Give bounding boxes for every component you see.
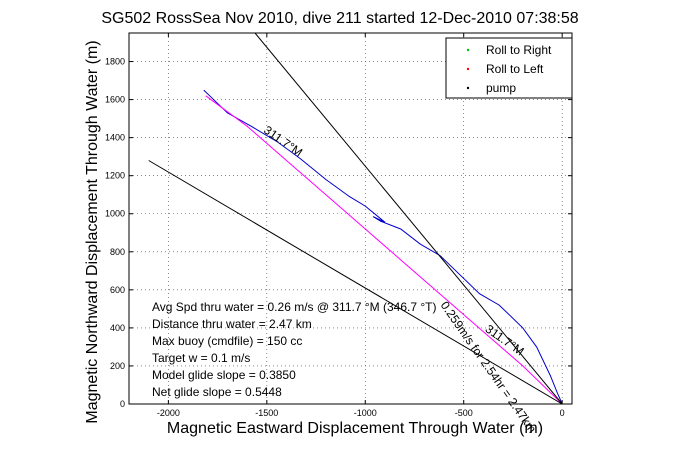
y-axis-label: Magnetic Northward Displacement Through … (84, 40, 101, 423)
legend-entry: pump (486, 81, 516, 95)
chart-title: SG502 RossSea Nov 2010, dive 211 started… (101, 10, 578, 27)
stats-line: Distance thru water = 2.47 km (152, 317, 312, 331)
axis-ticks: -2000 -1500 -1000 -500 0 0 200 400 600 800 1000 120… (105, 33, 572, 418)
y-tick-label: 0 (120, 399, 125, 409)
y-tick-label: 1800 (105, 57, 125, 67)
y-tick-label: 1200 (105, 171, 125, 181)
legend-entry: Roll to Right (486, 43, 552, 57)
y-tick-label: 600 (110, 285, 125, 295)
y-tick-label: 1400 (105, 133, 125, 143)
legend: Roll to Right Roll to Left pump (445, 37, 573, 99)
stats-line: Model glide slope = 0.3850 (152, 368, 296, 382)
series-line-0 (203, 89, 563, 404)
legend-marker (466, 67, 470, 71)
y-tick-label: 200 (110, 361, 125, 371)
stats-line: Net glide slope = 0.5448 (152, 385, 282, 399)
axes-frame (128, 32, 573, 405)
legend-entry: Roll to Left (486, 62, 544, 76)
x-tick-label: -1000 (354, 408, 377, 418)
legend-marker (466, 86, 470, 90)
series-line-3 (254, 33, 563, 404)
stats-block: Avg Spd thru water = 0.26 m/s @ 311.7 °M… (152, 300, 436, 399)
stats-line: Max buoy (cmdfile) = 150 cc (152, 334, 302, 348)
x-axis-label: Magnetic Eastward Displacement Through W… (167, 420, 543, 437)
legend-marker (466, 48, 470, 52)
x-tick-label: -500 (455, 408, 473, 418)
x-tick-label: -2000 (157, 408, 180, 418)
stats-line: Avg Spd thru water = 0.26 m/s @ 311.7 °M… (152, 300, 436, 314)
x-tick-label: -1500 (255, 408, 278, 418)
series-line-1 (205, 95, 563, 404)
y-tick-label: 800 (110, 247, 125, 257)
y-tick-label: 400 (110, 323, 125, 333)
x-tick-label: 0 (560, 408, 565, 418)
plot-series (148, 33, 563, 404)
series-line-2 (148, 160, 563, 404)
y-tick-label: 1600 (105, 95, 125, 105)
stats-line: Target w = 0.1 m/s (152, 351, 250, 365)
y-tick-label: 1000 (105, 209, 125, 219)
